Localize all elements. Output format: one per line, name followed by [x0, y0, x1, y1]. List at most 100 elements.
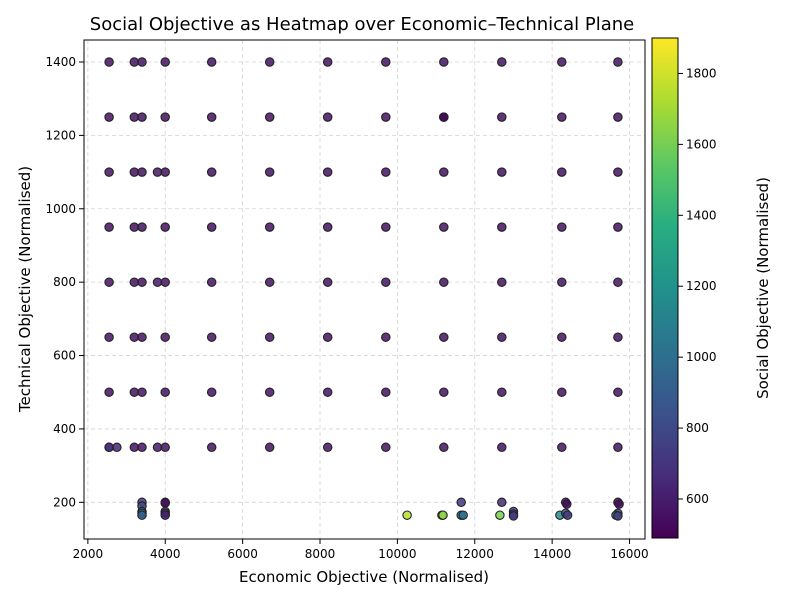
- data-point: [456, 497, 466, 508]
- y-tick-label: 400: [53, 422, 76, 436]
- data-point: [160, 387, 170, 397]
- grid-lines: [84, 40, 645, 539]
- data-point: [562, 499, 572, 509]
- data-point: [152, 167, 163, 177]
- data-point: [206, 112, 217, 122]
- data-point: [129, 442, 140, 453]
- data-point: [137, 167, 147, 177]
- data-point: [137, 277, 147, 287]
- data-point: [112, 442, 122, 453]
- data-point: [264, 222, 275, 232]
- data-point: [264, 167, 275, 177]
- colorbar-tick-label: 1400: [686, 208, 717, 222]
- data-point: [129, 112, 140, 122]
- data-point: [402, 510, 412, 520]
- data-point: [497, 222, 507, 232]
- data-point: [104, 277, 114, 287]
- data-point: [439, 112, 449, 122]
- data-point: [557, 167, 567, 177]
- data-point: [497, 112, 507, 122]
- x-tick-label: 8000: [305, 547, 336, 561]
- data-point: [458, 510, 468, 520]
- data-point: [438, 510, 448, 520]
- x-tick-label: 14000: [533, 547, 571, 561]
- data-point: [160, 112, 170, 122]
- data-point: [495, 510, 505, 520]
- y-tick-label: 200: [53, 495, 76, 509]
- x-axis-label: Economic Objective (Normalised): [239, 568, 489, 586]
- data-point: [137, 442, 147, 453]
- data-point: [206, 57, 217, 67]
- data-point: [322, 387, 333, 397]
- data-point: [562, 510, 573, 520]
- data-point: [381, 442, 391, 453]
- data-point: [557, 277, 567, 287]
- y-tick-label: 1200: [45, 128, 76, 142]
- data-point: [160, 510, 170, 520]
- data-point: [497, 277, 507, 287]
- y-tick-label: 1400: [45, 55, 76, 69]
- x-tick-label: 2000: [73, 547, 104, 561]
- data-point: [206, 222, 217, 232]
- data-point: [160, 332, 170, 342]
- data-point: [439, 277, 449, 287]
- data-point: [129, 57, 140, 67]
- colorbar-tick-label: 600: [686, 492, 709, 506]
- data-point: [152, 277, 163, 287]
- data-point: [104, 57, 114, 67]
- data-point: [439, 332, 449, 342]
- data-point: [129, 387, 140, 397]
- data-point: [206, 387, 217, 397]
- data-point: [497, 57, 507, 67]
- data-point: [137, 387, 147, 397]
- data-point: [557, 442, 567, 453]
- data-point: [322, 442, 333, 453]
- colorbar-ticks: 600 800 1000 1200 1400 1600 1800: [678, 66, 717, 506]
- data-point: [497, 442, 507, 453]
- colorbar-tick-label: 1000: [686, 350, 717, 364]
- data-point: [137, 510, 147, 520]
- data-point: [129, 332, 140, 342]
- data-point: [439, 222, 449, 232]
- data-point: [264, 277, 275, 287]
- x-axis-ticks: 2000 4000 6000 8000 10000 12000 14000 16000: [73, 539, 649, 561]
- data-point: [137, 332, 147, 342]
- data-point: [497, 332, 507, 342]
- data-point: [129, 277, 140, 287]
- data-point: [381, 332, 391, 342]
- data-point: [160, 277, 170, 287]
- data-point: [439, 442, 449, 453]
- data-point: [557, 387, 567, 397]
- data-point: [160, 222, 170, 232]
- data-point: [206, 332, 217, 342]
- data-point: [508, 511, 519, 521]
- data-point: [439, 57, 449, 67]
- data-point: [497, 387, 507, 397]
- data-point: [381, 57, 391, 67]
- data-point: [104, 332, 114, 342]
- data-point: [137, 57, 147, 67]
- data-point: [264, 442, 275, 453]
- colorbar-tick-label: 1200: [686, 279, 717, 293]
- data-point: [381, 112, 391, 122]
- data-point: [613, 511, 623, 521]
- data-point: [557, 222, 567, 232]
- data-point: [322, 277, 333, 287]
- colorbar-tick-label: 1800: [686, 66, 717, 80]
- data-point: [104, 167, 114, 177]
- data-point: [264, 57, 275, 67]
- chart-title: Social Objective as Heatmap over Economi…: [90, 14, 634, 35]
- data-point: [381, 277, 391, 287]
- y-tick-label: 800: [53, 275, 76, 289]
- data-point: [322, 112, 333, 122]
- colorbar-tick-label: 1600: [686, 137, 717, 151]
- data-point: [206, 167, 217, 177]
- data-points: [104, 57, 624, 521]
- y-axis-label: Technical Objective (Normalised): [16, 166, 34, 413]
- data-point: [160, 57, 170, 67]
- data-point: [381, 167, 391, 177]
- colorbar: [651, 37, 679, 539]
- data-point: [613, 442, 623, 453]
- data-point: [206, 442, 217, 453]
